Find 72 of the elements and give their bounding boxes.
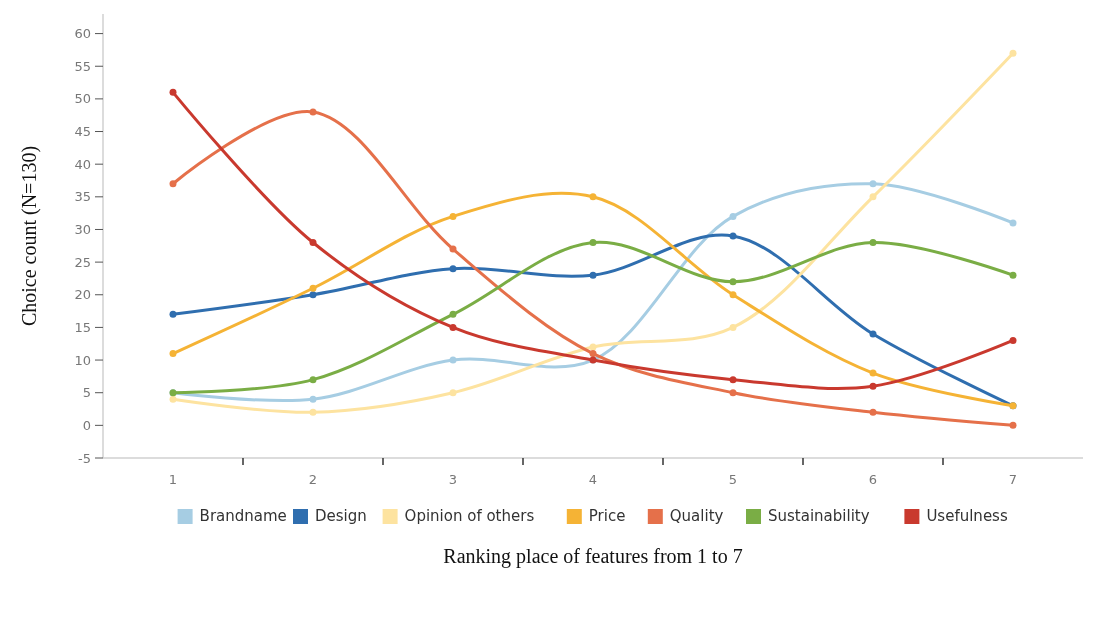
point bbox=[449, 323, 457, 331]
point bbox=[449, 310, 457, 318]
point bbox=[869, 382, 877, 390]
point bbox=[1009, 336, 1017, 344]
point bbox=[869, 369, 877, 377]
y-tick-label: 20 bbox=[74, 287, 91, 303]
point bbox=[309, 395, 317, 403]
y-tick-label: -5 bbox=[78, 450, 91, 466]
legend-label: Price bbox=[588, 507, 626, 526]
x-tick-label: 5 bbox=[728, 472, 738, 487]
point bbox=[1009, 271, 1017, 279]
point bbox=[869, 193, 877, 201]
point bbox=[729, 291, 737, 299]
point bbox=[729, 389, 737, 397]
point bbox=[309, 376, 317, 384]
point bbox=[589, 271, 597, 279]
point bbox=[169, 350, 177, 358]
y-tick-label: 60 bbox=[74, 26, 91, 42]
point bbox=[1009, 219, 1017, 227]
point bbox=[449, 245, 457, 253]
point bbox=[309, 239, 317, 247]
point bbox=[449, 356, 457, 364]
point bbox=[589, 350, 597, 358]
point bbox=[449, 212, 457, 220]
point bbox=[589, 193, 597, 201]
legend-label: Usefulness bbox=[926, 507, 1008, 526]
point bbox=[729, 323, 737, 331]
point bbox=[449, 265, 457, 273]
y-tick-label: 15 bbox=[74, 319, 91, 335]
x-tick-label: 1 bbox=[168, 472, 178, 487]
point bbox=[729, 232, 737, 240]
point bbox=[729, 376, 737, 384]
point bbox=[169, 180, 177, 188]
point bbox=[589, 343, 597, 351]
point bbox=[169, 88, 177, 96]
point bbox=[729, 212, 737, 220]
x-tick-label: 3 bbox=[448, 472, 458, 487]
legend-label: Brandname bbox=[199, 507, 287, 526]
point bbox=[869, 330, 877, 338]
y-tick-label: 45 bbox=[74, 124, 91, 140]
point bbox=[729, 278, 737, 286]
y-tick-label: 55 bbox=[74, 58, 91, 74]
legend-label: Sustainability bbox=[768, 507, 870, 526]
point bbox=[309, 108, 317, 116]
y-tick-label: 0 bbox=[82, 417, 91, 433]
point bbox=[449, 389, 457, 397]
point bbox=[309, 408, 317, 416]
point bbox=[589, 239, 597, 247]
y-axis-title: Choice count (N=130) bbox=[18, 145, 41, 327]
y-tick-label: 10 bbox=[74, 352, 91, 368]
point bbox=[1009, 49, 1017, 57]
y-tick-label: 40 bbox=[74, 156, 91, 172]
x-axis-title: Ranking place of features from 1 to 7 bbox=[443, 545, 743, 568]
point bbox=[869, 239, 877, 247]
y-tick-label: 35 bbox=[74, 189, 91, 205]
point bbox=[869, 408, 877, 416]
legend-label: Quality bbox=[669, 507, 724, 526]
y-tick-label: 5 bbox=[82, 385, 91, 401]
x-tick-label: 6 bbox=[868, 472, 878, 487]
x-tick-label: 2 bbox=[308, 472, 318, 487]
point bbox=[169, 395, 177, 403]
y-tick-label: 50 bbox=[74, 91, 91, 107]
y-tick-label: 25 bbox=[74, 254, 91, 270]
point bbox=[869, 180, 877, 188]
x-tick-label: 4 bbox=[588, 472, 598, 487]
point bbox=[169, 310, 177, 318]
legend-label: Opinion of others bbox=[404, 507, 535, 526]
x-tick-label: 7 bbox=[1008, 472, 1018, 487]
point bbox=[1009, 421, 1017, 429]
legend-label: Design bbox=[315, 507, 367, 526]
y-tick-label: 30 bbox=[74, 222, 91, 238]
point bbox=[309, 284, 317, 292]
